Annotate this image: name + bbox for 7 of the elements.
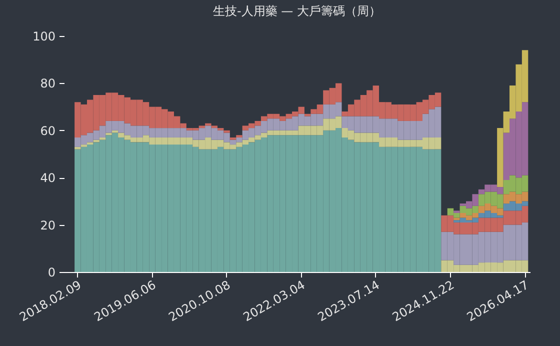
chart-title: 生技-人用藥 — 大戶籌碼（周） bbox=[213, 4, 381, 18]
y-tick-label: 80 bbox=[40, 76, 56, 91]
y-tick-label: 0 bbox=[48, 266, 56, 280]
y-tick-label: 20 bbox=[40, 218, 56, 232]
y-tick-label: 40 bbox=[40, 171, 56, 186]
y-tick-label: 100 bbox=[32, 30, 56, 44]
y-tick-label: 60 bbox=[40, 124, 56, 138]
